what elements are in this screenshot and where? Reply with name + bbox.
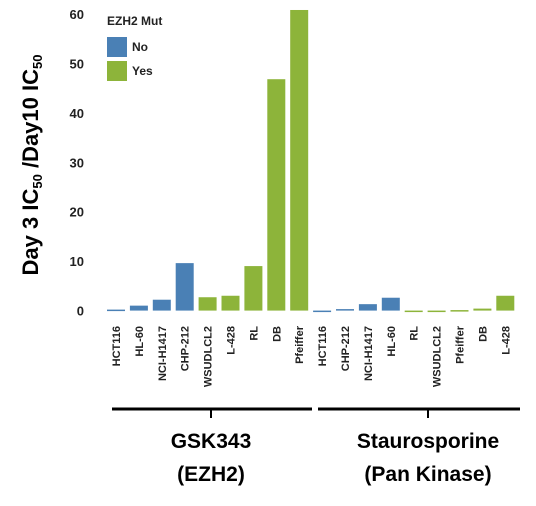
- category-label: DB: [271, 326, 283, 342]
- category-label: HL-60: [134, 326, 146, 357]
- category-label: CHP-212: [180, 326, 192, 371]
- group-label-drug: Staurosporine: [357, 430, 499, 453]
- legend: EZH2 Mut No Yes: [107, 14, 162, 81]
- category-label: HL-60: [386, 326, 398, 357]
- y-tick-label: 10: [70, 254, 84, 269]
- y-axis-subscript: 50: [30, 55, 45, 69]
- bar: [107, 309, 125, 312]
- y-axis-title: Day 3 IC50 /Day10 IC50: [18, 55, 45, 276]
- bar: [427, 310, 446, 313]
- legend-swatch: [107, 61, 127, 81]
- group-label-drug: GSK343: [171, 430, 252, 453]
- group-label-target: (EZH2): [177, 463, 245, 486]
- y-tick-label: 60: [70, 7, 84, 22]
- group-label-target: (Pan Kinase): [364, 463, 491, 486]
- category-label: NCI-H1417: [363, 326, 375, 381]
- category-label: RL: [409, 326, 421, 341]
- y-axis-ticks: 0 10 20 30 40 50 60: [70, 7, 84, 319]
- bar: [129, 305, 148, 311]
- y-axis-title-part: /Day10 IC: [18, 69, 43, 174]
- category-label: WSUDLCL2: [432, 326, 444, 387]
- category-label: WSUDLCL2: [203, 326, 215, 387]
- category-label: RL: [248, 326, 260, 341]
- category-label: Pfeiffer: [294, 325, 306, 364]
- y-axis-label: Day 3 IC50 /Day10 IC50: [18, 55, 45, 276]
- legend-title: EZH2 Mut: [107, 14, 162, 28]
- bar: [152, 299, 171, 311]
- group-labels: GSK343 (EZH2) Staurosporine (Pan Kinase): [112, 407, 520, 486]
- bar: [404, 310, 423, 313]
- y-tick-label: 20: [70, 205, 84, 220]
- bar: [496, 295, 515, 311]
- y-tick-label: 30: [70, 155, 84, 170]
- y-tick-label: 0: [77, 304, 84, 319]
- bars: [107, 9, 515, 313]
- bar: [313, 310, 332, 313]
- y-tick-label: 40: [70, 106, 84, 121]
- legend-label: No: [132, 40, 148, 54]
- bar: [381, 297, 400, 311]
- category-label: NCI-H1417: [157, 326, 169, 381]
- bar: [473, 308, 492, 311]
- bar: [450, 310, 469, 312]
- y-axis-title-part: Day 3 IC: [18, 189, 43, 276]
- bar: [221, 295, 240, 311]
- category-labels: HCT116 HL-60 NCI-H1417 CHP-212 WSUDLCL2 L-428…: [111, 325, 512, 387]
- legend-label: Yes: [132, 64, 153, 78]
- y-tick-label: 50: [70, 56, 84, 71]
- category-label: HCT116: [111, 326, 123, 366]
- category-label: HCT116: [317, 326, 329, 366]
- bar: [175, 263, 194, 311]
- category-label: L-428: [226, 326, 238, 355]
- category-label: CHP-212: [340, 326, 352, 371]
- bar: [290, 9, 309, 311]
- category-label: L-428: [500, 326, 512, 355]
- category-label: Pfeiffer: [455, 325, 467, 364]
- bar: [358, 304, 377, 311]
- category-label: DB: [477, 326, 489, 342]
- bar: [198, 297, 217, 311]
- legend-swatch: [107, 37, 127, 57]
- bar: [336, 309, 354, 311]
- bar: [267, 79, 286, 311]
- y-axis-subscript: 50: [30, 174, 45, 188]
- bar: [244, 266, 263, 311]
